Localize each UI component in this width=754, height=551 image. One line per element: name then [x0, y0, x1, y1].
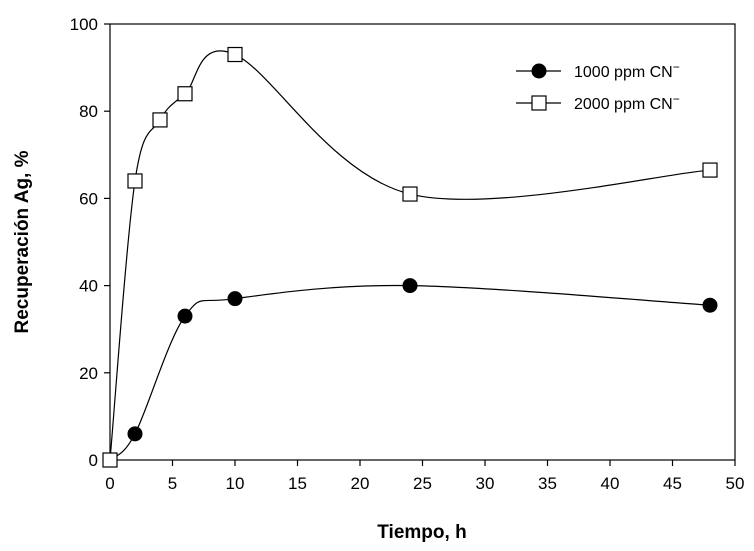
- data-point-1: [102, 452, 118, 468]
- data-point-0: [702, 297, 718, 313]
- y-tick-label: 60: [79, 189, 98, 208]
- legend-label-1000: 1000 ppm CN−: [574, 60, 680, 81]
- x-axis-ticks: 0 5 10 15 20 25 30 35 40 45 50: [105, 460, 744, 493]
- x-tick-label: 5: [168, 474, 177, 493]
- y-axis-ticks: 0 20 40 60 80 100: [70, 15, 110, 470]
- x-tick-label: 35: [538, 474, 557, 493]
- data-point-1: [402, 186, 418, 202]
- data-point-1: [227, 46, 243, 63]
- x-axis-title: Tiempo, h: [377, 522, 466, 543]
- x-tick-label: 40: [601, 474, 620, 493]
- x-tick-label: 45: [663, 474, 682, 493]
- series-line-1: [109, 50, 711, 461]
- data-point-0: [227, 291, 243, 307]
- y-axis-title: Recuperación Ag, %: [12, 150, 33, 333]
- plot-frame: [109, 23, 736, 461]
- legend-marker-2000: [531, 95, 547, 111]
- legend-marker-1000: [531, 63, 547, 79]
- data-point-0: [127, 426, 143, 442]
- data-point-1: [702, 162, 718, 178]
- y-tick-label: 40: [79, 277, 98, 296]
- y-tick-label: 80: [79, 102, 98, 121]
- data-point-1: [177, 86, 193, 102]
- x-tick-label: 30: [476, 474, 495, 493]
- series-layer: [102, 46, 718, 468]
- legend: 1000 ppm CN− 2000 ppm CN−: [516, 60, 680, 113]
- series-line-0: [109, 284, 711, 461]
- x-tick-label: 0: [105, 474, 114, 493]
- x-tick-label: 20: [351, 474, 370, 493]
- data-point-1: [127, 173, 143, 189]
- legend-label-2000: 2000 ppm CN−: [574, 92, 680, 113]
- data-point-1: [152, 112, 168, 128]
- data-point-0: [402, 278, 418, 294]
- y-tick-label: 100: [70, 15, 98, 34]
- y-tick-label: 0: [89, 451, 98, 470]
- x-tick-label: 50: [726, 474, 745, 493]
- x-tick-label: 15: [288, 474, 307, 493]
- data-point-0: [177, 308, 193, 324]
- y-tick-label: 20: [79, 364, 98, 383]
- x-tick-label: 25: [413, 474, 432, 493]
- x-tick-label: 10: [226, 474, 245, 493]
